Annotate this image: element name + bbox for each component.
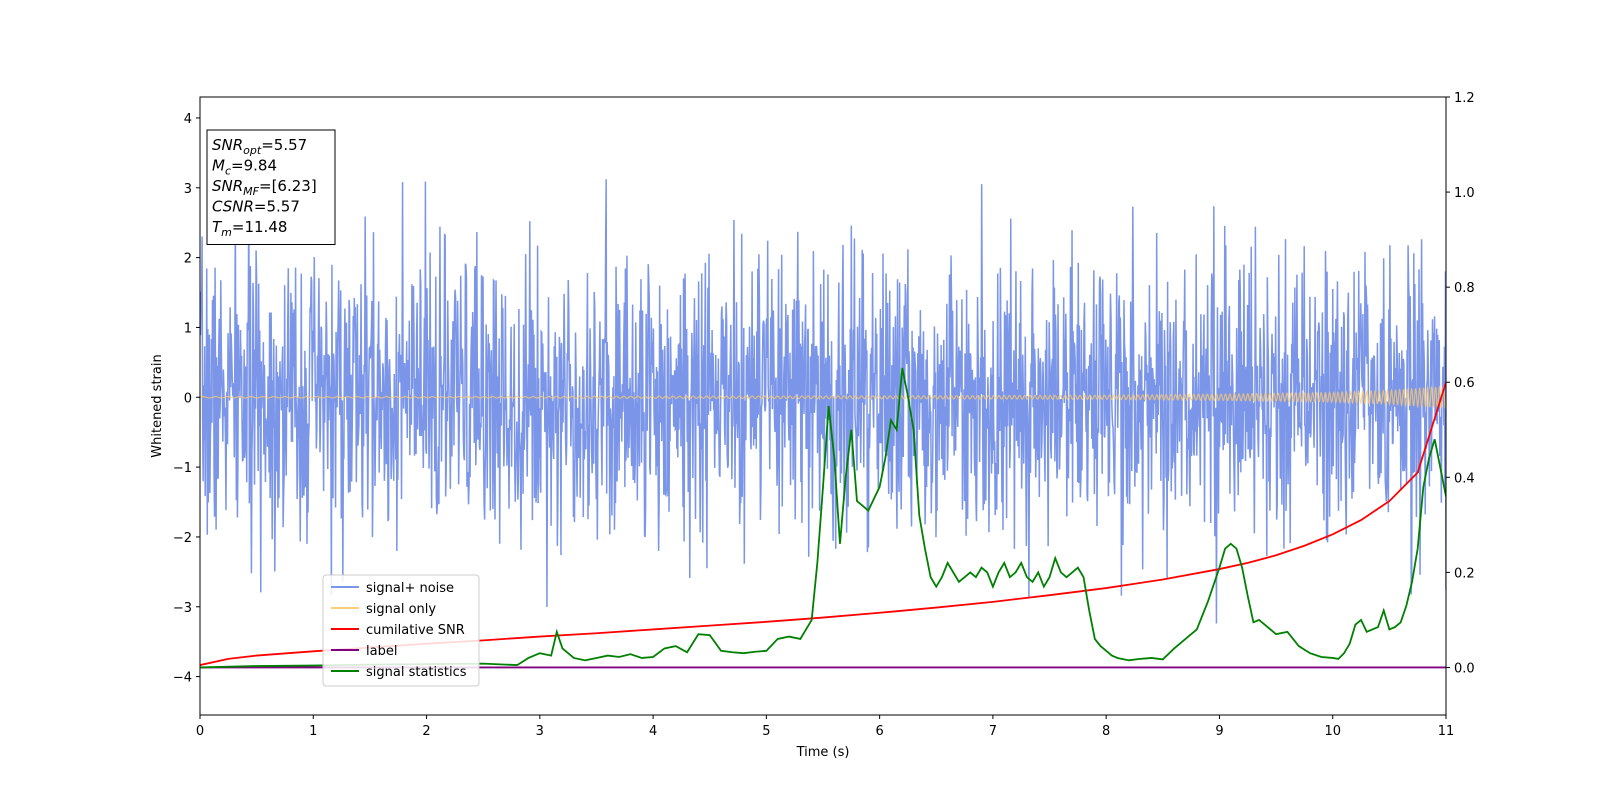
legend-entry: cumilative SNR bbox=[366, 623, 465, 638]
x-tick-label: 1 bbox=[309, 724, 317, 739]
x-tick-label: 10 bbox=[1324, 724, 1341, 739]
x-axis: 0 1 2 3 4 5 6 7 8 9 10 11 bbox=[196, 715, 1454, 739]
y-axis-left: −4 −3 −2 −1 0 1 2 3 4 bbox=[173, 112, 200, 686]
y-tick-label-left: −4 bbox=[173, 671, 192, 686]
y-tick-label-left: 1 bbox=[184, 321, 192, 336]
series-signal-only bbox=[200, 385, 1446, 410]
x-tick-label: 9 bbox=[1215, 724, 1223, 739]
legend-entry: signal statistics bbox=[366, 665, 467, 680]
x-tick-label: 8 bbox=[1102, 724, 1110, 739]
y-axis-label: Whitened strain bbox=[150, 354, 165, 457]
y-tick-label-left: −3 bbox=[173, 601, 192, 616]
series-signal-statistics bbox=[200, 367, 1446, 669]
x-tick-label: 5 bbox=[762, 724, 770, 739]
plot-frame bbox=[199, 96, 1447, 716]
legend: signal+ noise signal only cumilative SNR la… bbox=[322, 574, 480, 687]
info-line: Tm=11.48 bbox=[212, 218, 287, 239]
x-tick-label: 4 bbox=[649, 724, 657, 739]
info-line: CSNR=5.57 bbox=[212, 198, 300, 216]
y-tick-label-right: 0.0 bbox=[1454, 661, 1475, 676]
info-box-frame bbox=[206, 129, 336, 245]
y-tick-label-left: 3 bbox=[184, 182, 192, 197]
legend-entry: label bbox=[366, 644, 397, 659]
series-signal-noise bbox=[200, 179, 1446, 624]
info-line: SNRMF=[6.23] bbox=[212, 177, 317, 198]
y-tick-label-right: 0.4 bbox=[1454, 471, 1475, 486]
y-tick-label-right: 0.2 bbox=[1454, 566, 1475, 581]
legend-entry: signal only bbox=[366, 602, 436, 617]
x-tick-label: 11 bbox=[1438, 724, 1455, 739]
legend-frame bbox=[322, 574, 480, 687]
legend-entry: signal+ noise bbox=[366, 581, 454, 596]
y-tick-label-right: 0.6 bbox=[1454, 376, 1475, 391]
y-tick-label-left: 4 bbox=[184, 112, 192, 127]
y-tick-label-left: 2 bbox=[184, 252, 192, 267]
y-tick-label-left: −2 bbox=[173, 531, 192, 546]
y-tick-label-right: 0.8 bbox=[1454, 281, 1475, 296]
x-tick-label: 2 bbox=[422, 724, 430, 739]
x-tick-label: 3 bbox=[536, 724, 544, 739]
x-tick-label: 0 bbox=[196, 724, 204, 739]
x-axis-label: Time (s) bbox=[796, 745, 850, 760]
y-tick-label-left: 0 bbox=[184, 391, 192, 406]
y-tick-label-right: 1.2 bbox=[1454, 91, 1475, 106]
info-line: Mc=9.84 bbox=[212, 157, 277, 178]
info-line: SNRopt=5.57 bbox=[212, 136, 307, 157]
x-tick-label: 6 bbox=[875, 724, 883, 739]
x-tick-label: 7 bbox=[989, 724, 997, 739]
y-tick-label-right: 1.0 bbox=[1454, 186, 1475, 201]
y-axis-right: 0.0 0.2 0.4 0.6 0.8 1.0 1.2 bbox=[1446, 91, 1475, 676]
y-tick-label-left: −1 bbox=[173, 461, 192, 476]
